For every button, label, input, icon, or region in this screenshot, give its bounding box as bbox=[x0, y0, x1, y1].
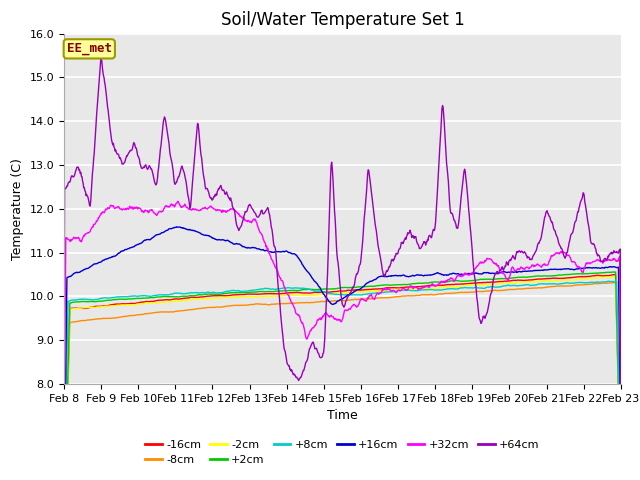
Legend: -16cm, -8cm, -2cm, +2cm, +8cm, +16cm, +32cm, +64cm: -16cm, -8cm, -2cm, +2cm, +8cm, +16cm, +3… bbox=[141, 435, 544, 469]
Text: EE_met: EE_met bbox=[67, 42, 112, 55]
X-axis label: Time: Time bbox=[327, 409, 358, 422]
Y-axis label: Temperature (C): Temperature (C) bbox=[11, 158, 24, 260]
Title: Soil/Water Temperature Set 1: Soil/Water Temperature Set 1 bbox=[221, 11, 464, 29]
